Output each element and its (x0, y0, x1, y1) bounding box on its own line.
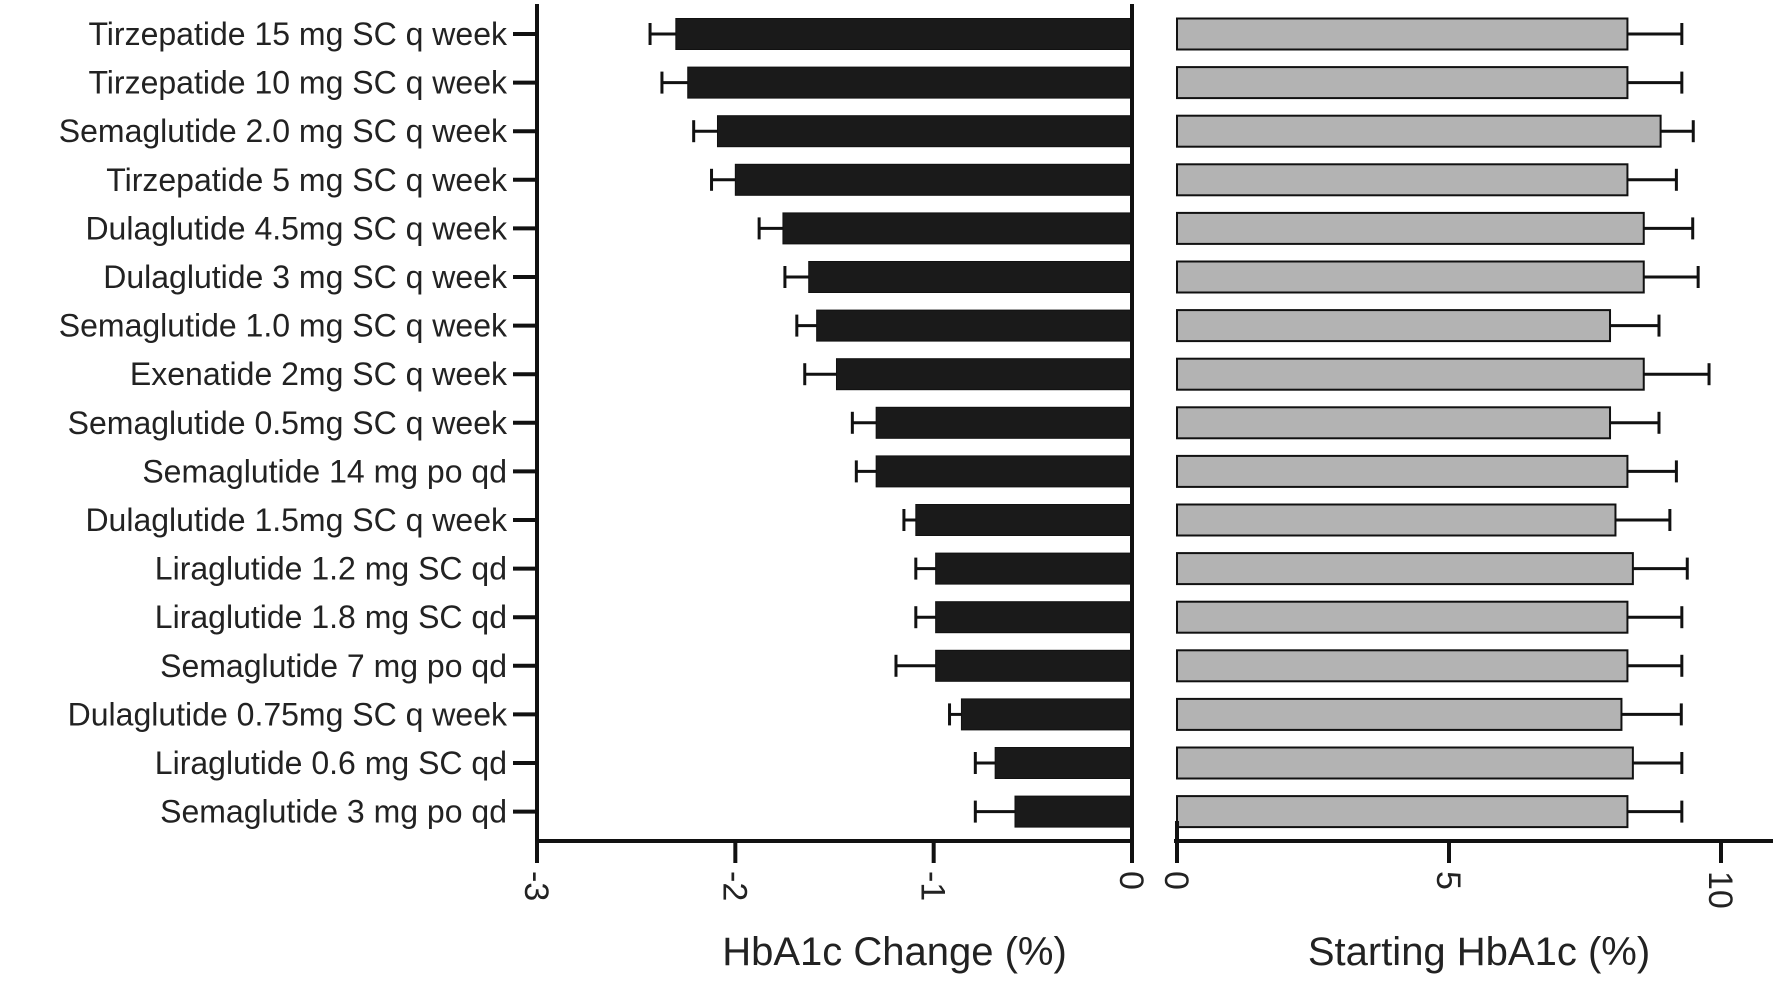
x-axis-title: Starting HbA1c (%) (1308, 930, 1650, 974)
x-tick-label: -3 (517, 871, 555, 901)
starting-bar (1176, 114, 1662, 148)
category-label: Tirzepatide 15 mg SC q week (88, 16, 508, 52)
starting-bar (1176, 795, 1629, 829)
x-tick-label: 0 (1112, 871, 1150, 890)
starting-bar (1176, 552, 1634, 586)
starting-hba1c-panel: 0 5 10 Starting HbA1c (%) (1157, 17, 1773, 974)
x-tick-label: 0 (1157, 871, 1195, 890)
starting-bar (1176, 66, 1629, 100)
starting-bar (1176, 600, 1629, 634)
category-label: Semaglutide 2.0 mg SC q week (59, 113, 508, 149)
change-bar (675, 18, 1133, 50)
starting-bar (1176, 649, 1629, 683)
category-label: Dulaglutide 3 mg SC q week (103, 259, 508, 295)
category-label: Semaglutide 1.0 mg SC q week (59, 308, 508, 344)
category-label: Semaglutide 3 mg po qd (160, 794, 507, 830)
change-bar (935, 552, 1133, 585)
starting-bar (1176, 211, 1645, 245)
starting-bar (1176, 746, 1634, 780)
change-bar (835, 358, 1133, 391)
starting-bar (1176, 163, 1629, 197)
starting-bar (1176, 309, 1612, 343)
change-bar (734, 163, 1133, 196)
category-label: Dulaglutide 4.5mg SC q week (85, 210, 508, 246)
starting-bar (1176, 357, 1645, 391)
starting-bar (1176, 17, 1629, 51)
category-label: Dulaglutide 1.5mg SC q week (85, 502, 508, 538)
change-bar (960, 698, 1133, 731)
change-bar (816, 309, 1133, 342)
category-label: Semaglutide 0.5mg SC q week (68, 405, 508, 441)
category-label: Semaglutide 7 mg po qd (160, 648, 507, 684)
hba1c-change-panel: Tirzepatide 15 mg SC q week Tirzepatide 1… (59, 4, 1150, 974)
starting-bar (1176, 454, 1629, 488)
change-bar (994, 747, 1133, 779)
change-bar (808, 261, 1133, 293)
x-tick-label: 10 (1701, 871, 1739, 909)
category-label: Liraglutide 0.6 mg SC qd (155, 745, 507, 781)
category-label: Semaglutide 14 mg po qd (142, 453, 507, 489)
category-label: Tirzepatide 10 mg SC q week (88, 65, 508, 101)
x-tick-label: 5 (1429, 871, 1467, 890)
change-bar (782, 212, 1133, 245)
category-label: Tirzepatide 5 mg SC q week (106, 162, 508, 198)
category-label: Liraglutide 1.2 mg SC qd (155, 551, 507, 587)
x-tick-label: -2 (715, 871, 753, 901)
change-bar (875, 406, 1133, 439)
category-label: Exenatide 2mg SC q week (130, 356, 508, 392)
x-tick-label: -1 (914, 871, 952, 901)
x-axis-title: HbA1c Change (%) (722, 930, 1067, 974)
starting-bar (1176, 260, 1645, 294)
starting-bar (1176, 406, 1612, 440)
change-bar (875, 455, 1133, 488)
change-bar (1014, 795, 1133, 828)
starting-bar (1176, 697, 1623, 731)
change-bar (935, 601, 1133, 634)
change-bar (915, 504, 1133, 536)
change-bar (935, 649, 1133, 682)
category-label: Liraglutide 1.8 mg SC qd (155, 599, 507, 635)
change-bar (716, 115, 1133, 148)
starting-bar (1176, 503, 1617, 537)
change-bar (687, 66, 1133, 99)
category-label: Dulaglutide 0.75mg SC q week (68, 696, 508, 732)
